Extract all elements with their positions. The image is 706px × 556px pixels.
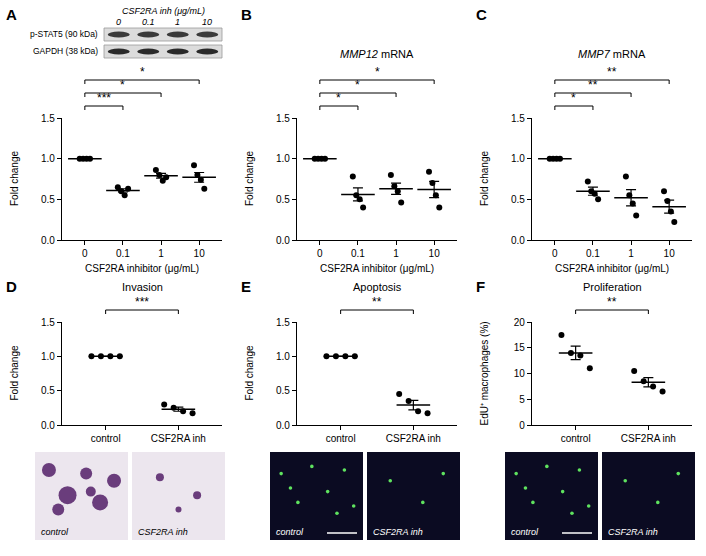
- svg-text:*: *: [140, 65, 145, 79]
- svg-text:**: **: [372, 295, 382, 309]
- svg-text:MMP12 mRNA: MMP12 mRNA: [340, 48, 414, 60]
- svg-text:CSF2RA inhibitor (μg/mL): CSF2RA inhibitor (μg/mL): [85, 263, 199, 274]
- svg-text:10: 10: [194, 248, 206, 259]
- svg-text:CSF2RA inhibitor (μg/mL): CSF2RA inhibitor (μg/mL): [320, 263, 434, 274]
- svg-text:B: B: [241, 6, 252, 23]
- svg-text:1.0: 1.0: [41, 153, 55, 164]
- svg-text:C: C: [476, 6, 487, 23]
- svg-text:*: *: [120, 78, 125, 92]
- svg-text:0.0: 0.0: [41, 235, 55, 246]
- svg-text:15: 15: [514, 342, 526, 353]
- svg-text:Invasion: Invasion: [122, 281, 163, 293]
- svg-text:1: 1: [175, 17, 180, 27]
- svg-text:0: 0: [116, 17, 121, 27]
- svg-text:0: 0: [82, 248, 88, 259]
- svg-text:MMP7 mRNA: MMP7 mRNA: [578, 48, 646, 60]
- svg-text:*: *: [571, 91, 576, 105]
- svg-text:10: 10: [202, 17, 212, 27]
- svg-text:control: control: [326, 433, 356, 444]
- svg-text:CSF2RA inh: CSF2RA inh: [373, 527, 423, 537]
- svg-text:0.5: 0.5: [41, 194, 55, 205]
- svg-text:*: *: [355, 78, 360, 92]
- svg-text:Fold change: Fold change: [9, 151, 20, 206]
- svg-text:Apoptosis: Apoptosis: [353, 281, 402, 293]
- svg-text:***: ***: [135, 295, 149, 309]
- svg-text:control: control: [561, 433, 591, 444]
- svg-text:Fold change: Fold change: [244, 345, 255, 400]
- svg-text:1.5: 1.5: [41, 113, 55, 124]
- svg-text:0.0: 0.0: [276, 420, 290, 431]
- svg-text:CSF2RA inhibitor (μg/mL): CSF2RA inhibitor (μg/mL): [555, 263, 669, 274]
- svg-text:1: 1: [628, 248, 634, 259]
- svg-text:Fold change: Fold change: [479, 151, 490, 206]
- svg-text:1.0: 1.0: [41, 351, 55, 362]
- svg-text:5: 5: [519, 394, 525, 405]
- svg-text:0.1: 0.1: [142, 17, 155, 27]
- svg-text:control: control: [276, 527, 304, 537]
- svg-text:A: A: [6, 6, 17, 23]
- svg-text:*: *: [375, 65, 380, 79]
- svg-text:1.5: 1.5: [41, 317, 55, 328]
- svg-text:1: 1: [158, 248, 164, 259]
- svg-text:***: ***: [97, 91, 111, 105]
- svg-text:0.0: 0.0: [41, 420, 55, 431]
- svg-text:CSF2RA inh: CSF2RA inh: [138, 527, 188, 537]
- svg-text:1.5: 1.5: [511, 113, 525, 124]
- svg-text:0.1: 0.1: [116, 248, 130, 259]
- svg-text:0.5: 0.5: [276, 385, 290, 396]
- svg-text:0: 0: [552, 248, 558, 259]
- svg-text:1.5: 1.5: [276, 113, 290, 124]
- svg-text:CSF2RA inh: CSF2RA inh: [608, 527, 658, 537]
- svg-text:0.5: 0.5: [276, 194, 290, 205]
- svg-text:control: control: [91, 433, 121, 444]
- svg-text:0.1: 0.1: [586, 248, 600, 259]
- svg-text:0.5: 0.5: [41, 385, 55, 396]
- svg-text:**: **: [607, 295, 617, 309]
- svg-text:Fold change: Fold change: [244, 151, 255, 206]
- svg-text:0: 0: [519, 420, 525, 431]
- svg-text:CSF2RA inh: CSF2RA inh: [386, 433, 441, 444]
- svg-text:Fold change: Fold change: [9, 345, 20, 400]
- svg-text:0.5: 0.5: [511, 194, 525, 205]
- svg-text:1: 1: [393, 248, 399, 259]
- svg-text:E: E: [241, 278, 251, 295]
- svg-text:control: control: [511, 527, 539, 537]
- svg-text:1.0: 1.0: [276, 351, 290, 362]
- svg-text:CSF2RA inh: CSF2RA inh: [151, 433, 206, 444]
- svg-text:10: 10: [514, 368, 526, 379]
- svg-text:CSF2RA inh: CSF2RA inh: [621, 433, 676, 444]
- svg-text:0.1: 0.1: [351, 248, 365, 259]
- svg-text:20: 20: [514, 317, 526, 328]
- svg-text:0: 0: [317, 248, 323, 259]
- svg-text:CSF2RA inh (μg/mL): CSF2RA inh (μg/mL): [122, 6, 205, 16]
- svg-text:1.0: 1.0: [276, 153, 290, 164]
- svg-text:1.5: 1.5: [276, 317, 290, 328]
- svg-text:10: 10: [429, 248, 441, 259]
- svg-text:Proliferation: Proliferation: [583, 281, 642, 293]
- svg-text:*: *: [336, 91, 341, 105]
- svg-text:p-STAT5 (90 kDa): p-STAT5 (90 kDa): [30, 29, 98, 39]
- svg-text:D: D: [6, 278, 17, 295]
- svg-text:control: control: [41, 527, 69, 537]
- svg-text:0.0: 0.0: [511, 235, 525, 246]
- svg-text:1.0: 1.0: [511, 153, 525, 164]
- svg-text:**: **: [588, 78, 598, 92]
- svg-text:GAPDH (38 kDa): GAPDH (38 kDa): [33, 46, 98, 56]
- svg-text:EdU⁺ macrophages (%): EdU⁺ macrophages (%): [479, 321, 490, 425]
- svg-text:F: F: [476, 278, 485, 295]
- svg-text:**: **: [607, 65, 617, 79]
- svg-text:0.0: 0.0: [276, 235, 290, 246]
- svg-text:10: 10: [664, 248, 676, 259]
